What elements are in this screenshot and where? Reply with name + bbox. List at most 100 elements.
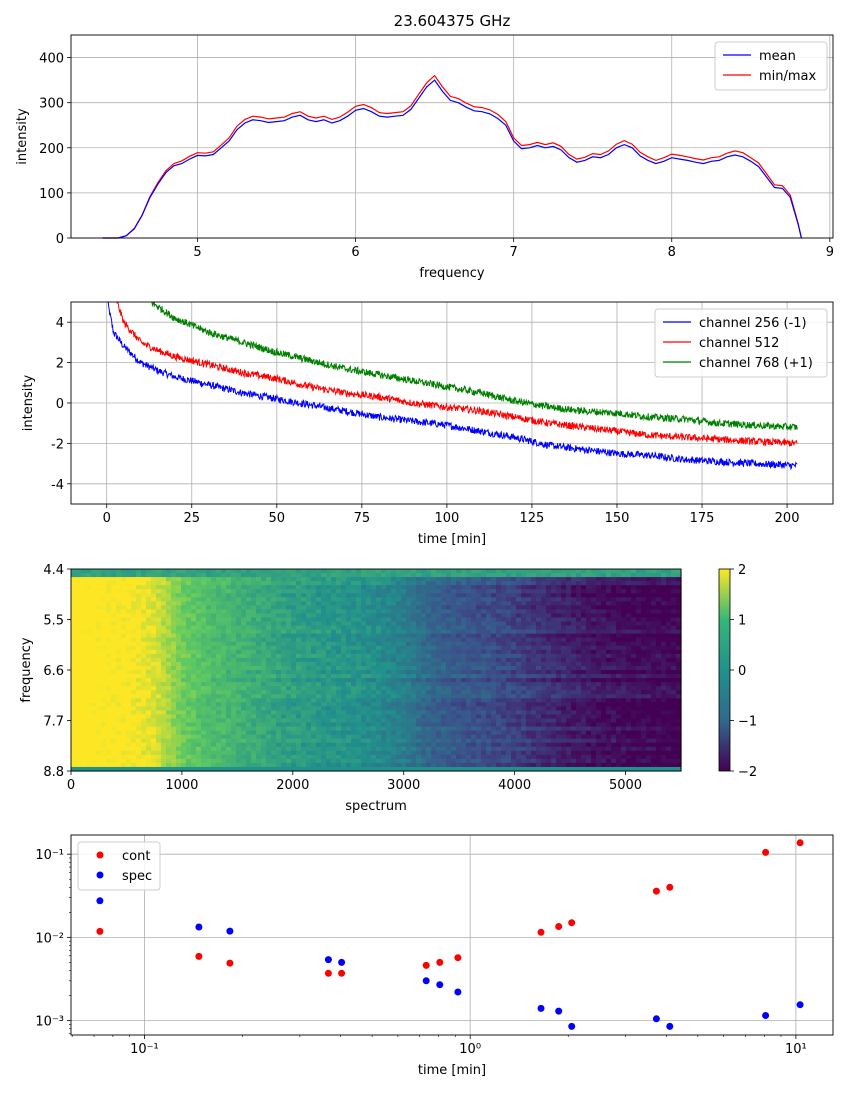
heatmap-cell bbox=[476, 625, 482, 631]
heatmap-cell bbox=[101, 694, 107, 699]
heatmap-cell bbox=[106, 621, 112, 627]
heatmap-cell bbox=[656, 621, 662, 627]
heatmap-cell bbox=[101, 690, 107, 695]
heatmap-cell bbox=[126, 609, 132, 615]
heatmap-cell bbox=[621, 714, 627, 720]
heatmap-cell bbox=[326, 726, 332, 732]
heatmap-cell bbox=[616, 698, 622, 703]
heatmap-cell bbox=[571, 722, 577, 728]
heatmap-cell bbox=[426, 569, 432, 574]
heatmap-cell bbox=[606, 674, 612, 679]
heatmap-cell bbox=[101, 661, 107, 667]
heatmap-cell bbox=[321, 674, 327, 679]
heatmap-cell bbox=[406, 585, 412, 590]
heatmap-cell bbox=[586, 726, 592, 732]
heatmap-cell bbox=[656, 686, 662, 691]
heatmap-cell bbox=[311, 569, 317, 574]
heatmap-cell bbox=[611, 593, 617, 598]
heatmap-cell bbox=[591, 637, 597, 643]
heatmap-cell bbox=[606, 653, 612, 659]
heatmap-cell bbox=[566, 657, 572, 663]
heatmap-cell bbox=[441, 569, 447, 574]
heatmap-cell bbox=[116, 678, 122, 683]
heatmap-cell bbox=[126, 702, 132, 707]
heatmap-cell bbox=[371, 649, 377, 655]
heatmap-cell bbox=[501, 710, 507, 716]
heatmap-cell bbox=[526, 637, 532, 643]
heatmap-cell bbox=[456, 589, 462, 594]
heatmap-cell bbox=[626, 653, 632, 659]
heatmap-cell bbox=[116, 633, 122, 639]
heatmap-cell bbox=[286, 629, 292, 635]
heatmap-cell bbox=[391, 629, 397, 635]
heatmap-cell bbox=[176, 633, 182, 639]
heatmap-cell bbox=[211, 629, 217, 635]
heatmap-cell bbox=[156, 690, 162, 695]
heatmap-cell bbox=[301, 585, 307, 590]
heatmap-cell bbox=[521, 682, 527, 687]
heatmap-cell bbox=[501, 670, 507, 675]
heatmap-cell bbox=[91, 694, 97, 699]
heatmap-cell bbox=[586, 609, 592, 615]
heatmap-cell bbox=[426, 577, 432, 582]
heatmap-cell bbox=[296, 714, 302, 720]
heatmap-cell bbox=[171, 609, 177, 615]
heatmap-cell bbox=[576, 585, 582, 590]
heatmap-cell bbox=[366, 609, 372, 615]
heatmap-cell bbox=[181, 674, 187, 679]
heatmap-cell bbox=[636, 657, 642, 663]
heatmap-cell bbox=[311, 637, 317, 643]
heatmap-cell bbox=[536, 605, 542, 610]
heatmap-cell bbox=[526, 665, 532, 671]
heatmap-cell bbox=[146, 593, 152, 598]
heatmap-cell bbox=[236, 569, 242, 574]
heatmap-cell bbox=[211, 617, 217, 623]
heatmap-cell bbox=[331, 601, 337, 606]
heatmap-cell bbox=[396, 625, 402, 631]
heatmap-cell bbox=[256, 577, 262, 582]
heatmap-cell bbox=[361, 577, 367, 582]
heatmap-cell bbox=[176, 605, 182, 610]
heatmap-cell bbox=[461, 690, 467, 695]
heatmap-cell bbox=[306, 569, 312, 574]
heatmap-cell bbox=[131, 674, 137, 679]
heatmap-cell bbox=[216, 585, 222, 590]
heatmap-cell bbox=[646, 674, 652, 679]
heatmap-cell bbox=[241, 605, 247, 610]
heatmap-cell bbox=[641, 585, 647, 590]
heatmap-cell bbox=[386, 694, 392, 699]
heatmap-cell bbox=[126, 641, 132, 647]
heatmap-cell bbox=[566, 674, 572, 679]
heatmap-cell bbox=[626, 609, 632, 615]
heatmap-cell bbox=[541, 698, 547, 703]
heatmap-cell bbox=[346, 649, 352, 655]
heatmap-cell bbox=[81, 633, 87, 639]
heatmap-cell bbox=[271, 621, 277, 627]
heatmap-cell bbox=[661, 661, 667, 667]
heatmap-cell bbox=[386, 573, 392, 578]
heatmap-cell bbox=[371, 601, 377, 606]
heatmap-cell bbox=[371, 569, 377, 574]
heatmap-cell bbox=[236, 649, 242, 655]
heatmap-cell bbox=[641, 577, 647, 582]
heatmap-cell bbox=[256, 694, 262, 699]
heatmap-cell bbox=[186, 657, 192, 663]
heatmap-cell bbox=[496, 706, 502, 711]
heatmap-cell bbox=[591, 621, 597, 627]
heatmap-cell bbox=[601, 649, 607, 655]
heatmap-cell bbox=[196, 645, 202, 651]
heatmap-cell bbox=[626, 577, 632, 582]
heatmap-cell bbox=[371, 690, 377, 695]
heatmap-cell bbox=[331, 714, 337, 720]
heatmap-cell bbox=[106, 597, 112, 602]
heatmap-cell bbox=[436, 661, 442, 667]
heatmap-cell bbox=[636, 690, 642, 695]
heatmap-cell bbox=[451, 617, 457, 623]
heatmap-cell bbox=[361, 585, 367, 590]
heatmap-cell bbox=[111, 629, 117, 635]
heatmap-cell bbox=[106, 718, 112, 724]
heatmap-cell bbox=[191, 609, 197, 615]
heatmap-cell bbox=[546, 589, 552, 594]
heatmap-cell bbox=[201, 702, 207, 707]
heatmap-cell bbox=[381, 726, 387, 732]
